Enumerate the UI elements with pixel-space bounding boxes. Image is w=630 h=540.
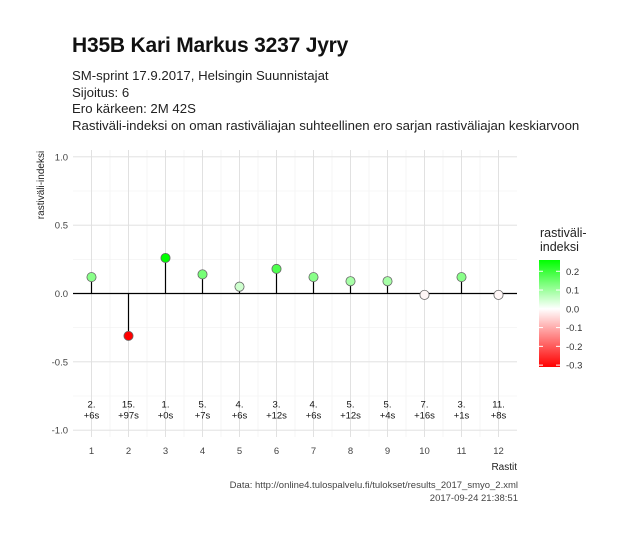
legend-tick-label: -0.1 [566,323,582,334]
rank-label-12: 11. [492,400,505,411]
subtitle-line-description: Rastiväli-indeksi on oman rastiväliajan … [72,117,580,133]
data-point-7 [308,272,319,283]
legend-tick-label: 0.0 [566,304,579,315]
time-diff-label-9: +4s [380,411,396,422]
legend-tick-label: -0.3 [566,361,582,372]
time-diff-label-6: +12s [266,411,287,422]
x-tick-label: 11 [457,446,467,457]
data-point-11 [456,272,467,283]
data-point-12 [493,289,504,300]
x-tick-label: 12 [493,446,504,457]
y-tick-label: 0.0 [55,289,68,300]
data-point-2 [123,330,134,341]
data-source-caption: Data: http://online4.tulospalvelu.fi/tul… [230,480,518,505]
legend-tick-label: -0.2 [566,342,582,353]
y-tick-label: 1.0 [55,152,68,163]
x-tick-label: 5 [237,446,242,457]
rank-label-6: 3. [273,400,281,411]
legend-title-line2: indeksi [540,240,579,254]
subtitle-line-gap: Ero kärkeen: 2M 42S [72,101,196,116]
rank-label-2: 15. [122,400,135,411]
rank-label-10: 7. [421,400,429,411]
legend-tick-label: 0.1 [566,286,579,297]
time-diff-label-2: +97s [118,411,139,422]
y-axis-title: rastiväli-indeksi [36,151,47,219]
rank-label-11: 3. [458,400,466,411]
data-point-6 [271,263,282,274]
time-diff-label-8: +12s [340,411,361,422]
subtitle-line-event: SM-sprint 17.9.2017, Helsingin Suunnista… [72,68,329,83]
data-point-10 [419,289,430,300]
rank-label-9: 5. [384,400,392,411]
subtitle-line-rank: Sijoitus: 6 [72,84,130,100]
rank-label-7: 4. [310,400,318,411]
caption-timestamp: 2017-09-24 21:38:51 [429,492,518,504]
x-axis-title: Rastit [491,462,517,473]
rank-label-3: 1. [162,400,170,411]
chart-subtitle: SM-sprint 17.9.2017, Helsingin Suunnista… [72,68,579,134]
legend-title: rastiväli- indeksi [540,226,587,254]
rank-label-5: 4. [236,400,244,411]
time-diff-label-3: +0s [158,411,174,422]
legend-title-line1: rastiväli- [540,226,587,240]
x-tick-label: 3 [163,446,168,457]
x-tick-label: 7 [311,446,316,457]
rank-label-1: 2. [88,400,96,411]
y-tick-label: -1.0 [52,426,68,437]
x-tick-label: 8 [348,446,353,457]
y-tick-label: -0.5 [52,357,68,368]
time-diff-label-12: +8s [491,411,507,422]
time-diff-label-11: +1s [454,411,470,422]
x-tick-label: 9 [385,446,390,457]
time-diff-label-1: +6s [84,411,100,422]
rank-label-4: 5. [199,400,207,411]
caption-source: Data: http://online4.tulospalvelu.fi/tul… [229,480,518,491]
time-diff-label-10: +16s [414,411,435,422]
x-tick-label: 1 [89,446,94,457]
y-tick-label: 0.5 [55,221,68,232]
x-tick-label: 2 [126,446,131,457]
time-diff-label-4: +7s [195,411,211,422]
x-tick-label: 6 [274,446,279,457]
rank-label-8: 5. [347,400,355,411]
time-diff-label-5: +6s [232,411,248,422]
legend-tick-label: 0.2 [566,267,579,278]
legend-colorbar [539,260,560,367]
data-point-8 [345,276,356,287]
time-diff-label-7: +6s [306,411,322,422]
data-point-4 [197,269,208,280]
data-point-3 [160,252,171,263]
chart-title: H35B Kari Markus 3237 Jyry [72,34,349,57]
data-point-9 [382,276,393,287]
x-tick-label: 10 [419,446,430,457]
x-tick-label: 4 [200,446,205,457]
data-point-1 [86,272,97,283]
data-point-5 [234,281,245,292]
